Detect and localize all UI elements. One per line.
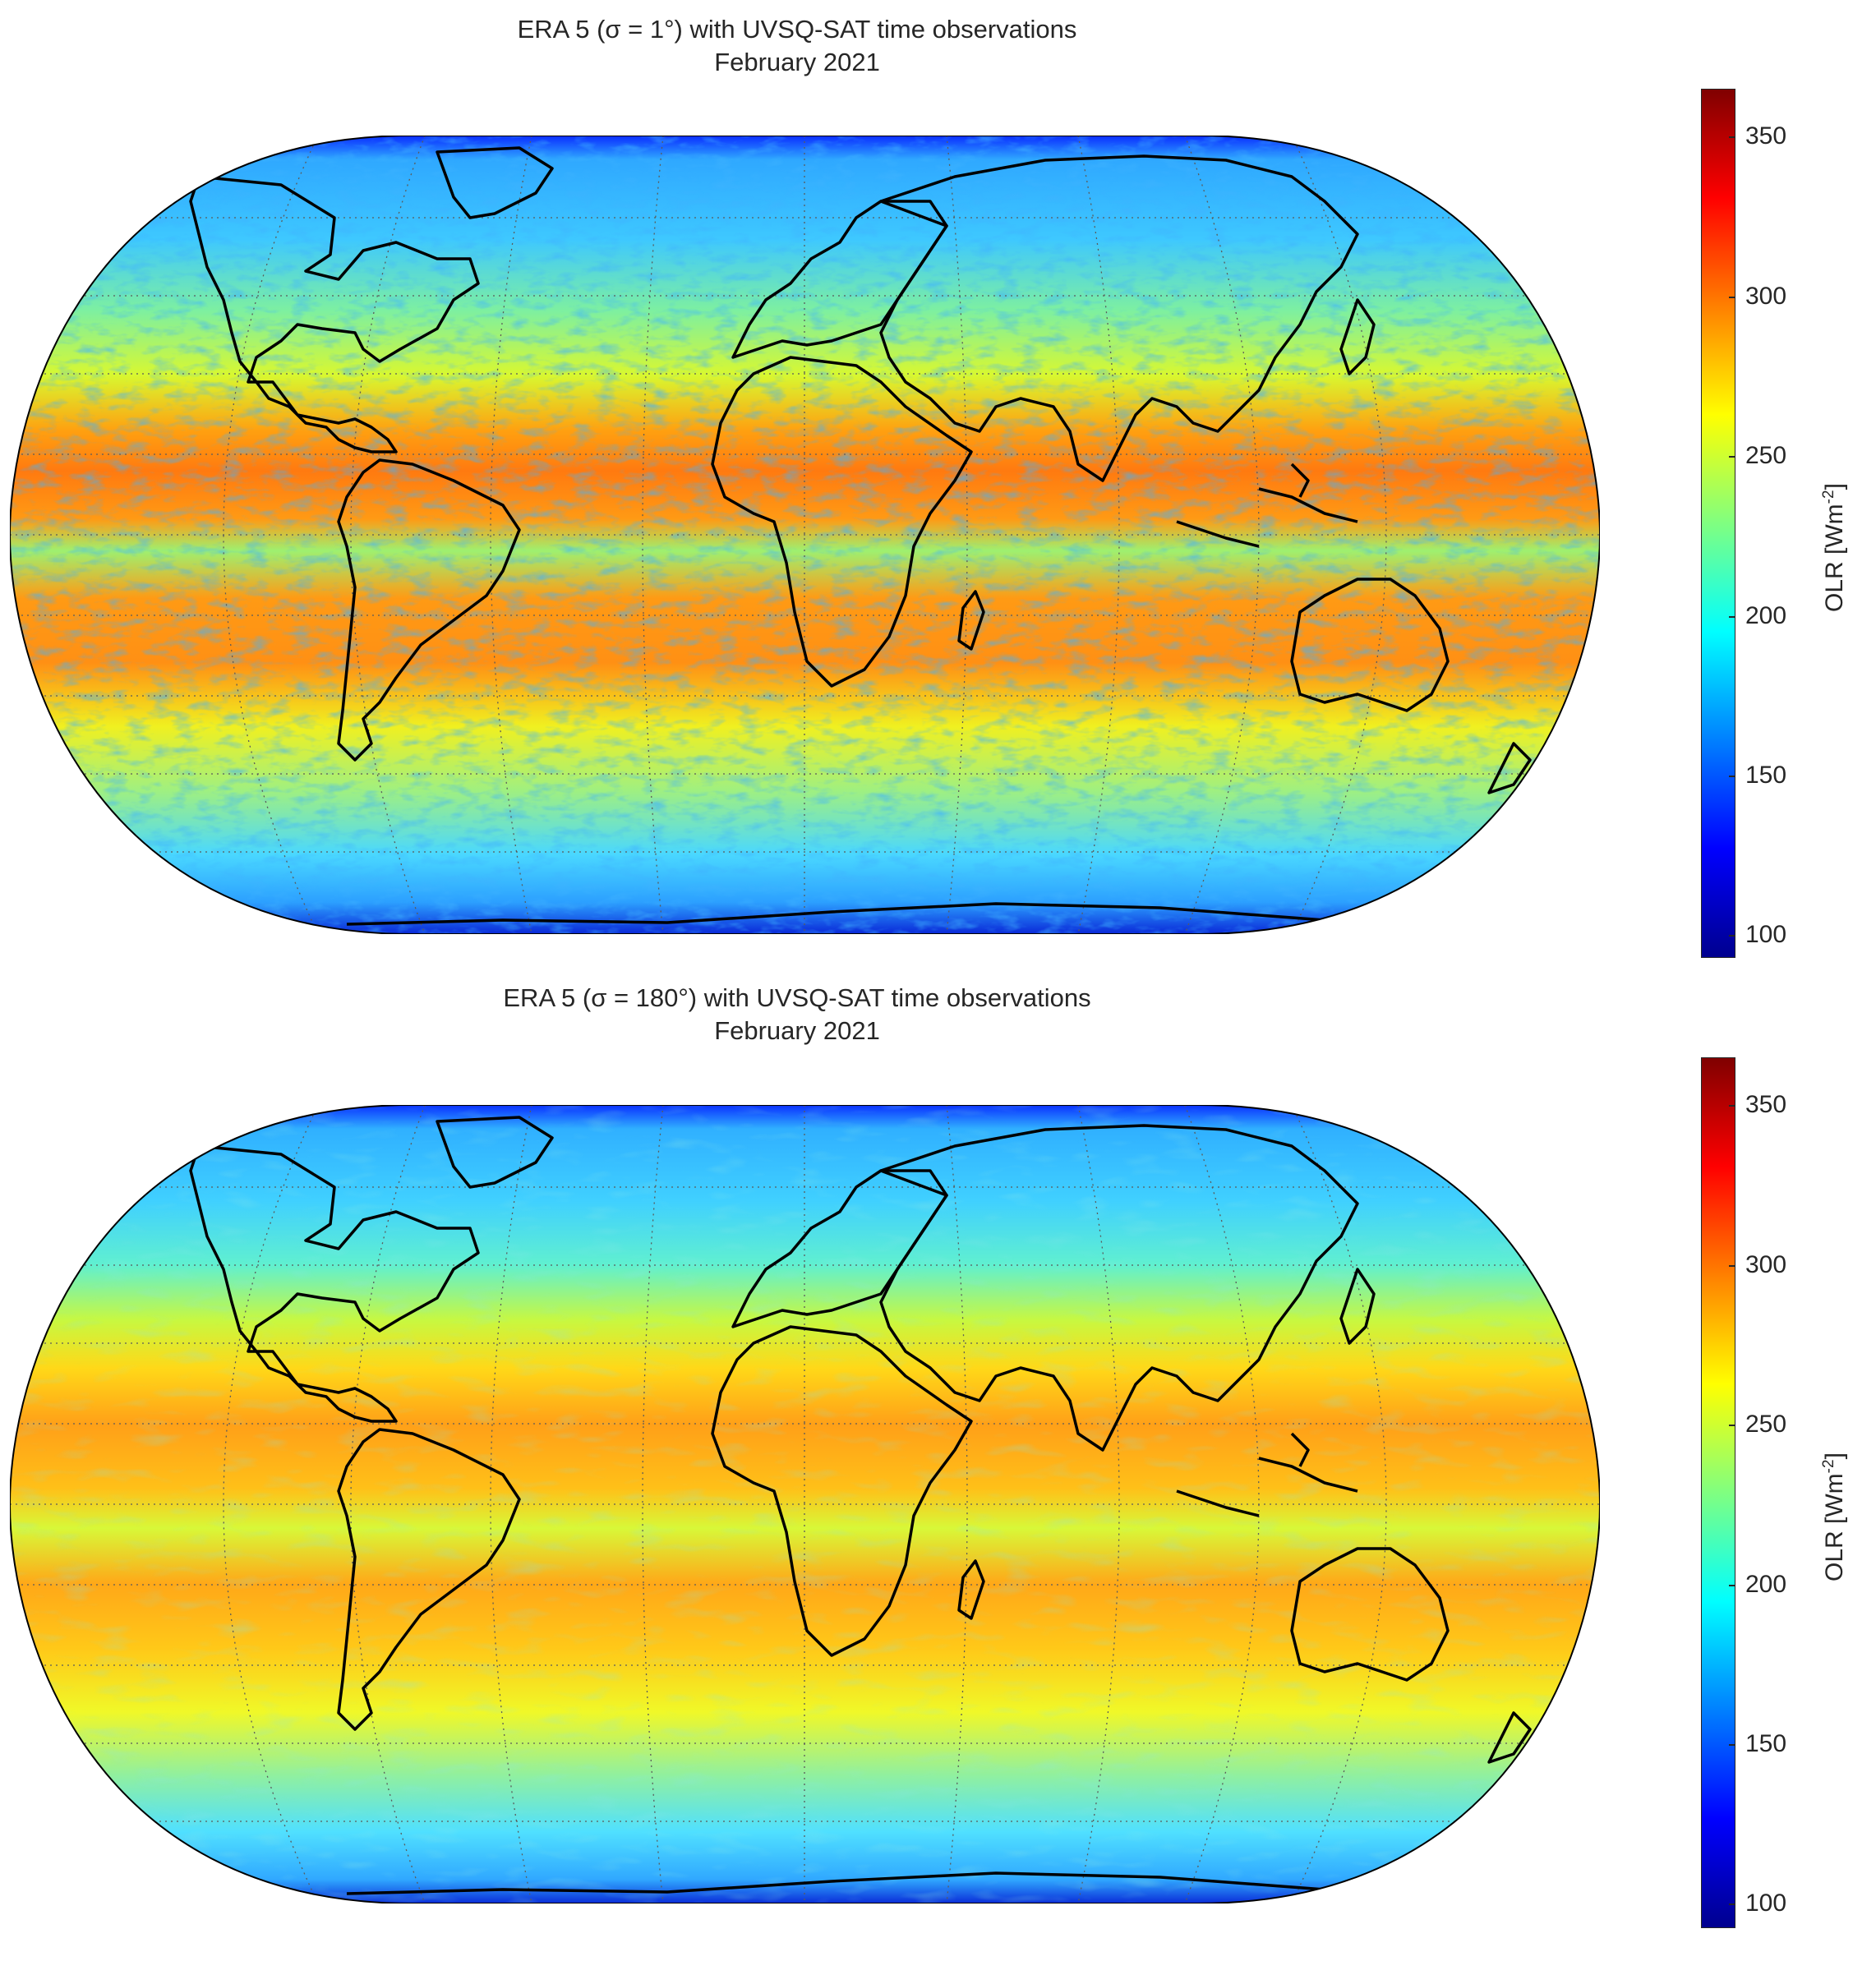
asia [879,154,1359,482]
olr-panel-sigma-180: ERA 5 (σ = 180°) with UVSQ-SAT time obse… [0,969,1876,1955]
colorbar-tick-150: 150 [1745,762,1787,789]
indonesia [1176,1432,1358,1517]
madagascar [957,1559,985,1620]
map-frame [10,1105,1600,1903]
indonesia [1176,463,1358,548]
coastlines [189,146,1532,930]
asia [879,1124,1359,1452]
olr-field [10,136,1600,934]
world-map-robinson-2 [10,1105,1600,1903]
colorbar-tick-300: 300 [1745,1251,1787,1278]
world-map-robinson-1 [10,136,1600,934]
colorbar-tick-300: 300 [1745,283,1787,310]
australia [1290,1547,1450,1682]
south-america [337,458,521,762]
colorbar-tick-350: 350 [1745,1091,1787,1118]
colorbar-label: OLR [Wm-2] [1820,483,1848,612]
title-line-2: February 2021 [714,1016,880,1045]
madagascar [957,590,985,651]
colorbar-tick-200: 200 [1745,1571,1787,1598]
greenland [436,1116,554,1189]
greenland [436,146,554,219]
panel-title: ERA 5 (σ = 1°) with UVSQ-SAT time observ… [0,13,1594,79]
south-america [337,1428,521,1731]
map-frame [10,136,1600,934]
colorbar-tick-200: 200 [1745,602,1787,629]
graticule [10,1105,1600,1903]
colorbar-tick-150: 150 [1745,1730,1787,1757]
colorbar-tick-100: 100 [1745,921,1787,948]
north-america [189,1144,480,1423]
colorbar-tick-250: 250 [1745,442,1787,469]
title-line-1: ERA 5 (σ = 1°) with UVSQ-SAT time observ… [517,15,1077,44]
colorbar-tick-250: 250 [1745,1411,1787,1438]
colorbar [1701,1057,1735,1928]
antarctica [346,1871,1367,1899]
australia [1290,578,1450,712]
colorbar [1701,89,1735,958]
africa [711,1325,973,1657]
olr-panel-sigma-1: ERA 5 (σ = 1°) with UVSQ-SAT time observ… [0,0,1876,961]
colorbar-label: OLR [Wm-2] [1820,1452,1848,1581]
title-line-2: February 2021 [714,48,880,76]
coastlines [189,1116,1532,1899]
olr-field [10,1105,1600,1903]
new-zealand [1487,742,1532,794]
colorbar-tick-350: 350 [1745,122,1787,150]
title-line-1: ERA 5 (σ = 180°) with UVSQ-SAT time obse… [503,983,1091,1012]
north-america [189,175,480,453]
new-zealand [1487,1711,1532,1764]
japan [1339,298,1376,375]
africa [711,356,973,688]
panel-title: ERA 5 (σ = 180°) with UVSQ-SAT time obse… [0,982,1594,1047]
colorbar-tick-100: 100 [1745,1890,1787,1917]
antarctica [346,902,1367,930]
japan [1339,1268,1376,1345]
